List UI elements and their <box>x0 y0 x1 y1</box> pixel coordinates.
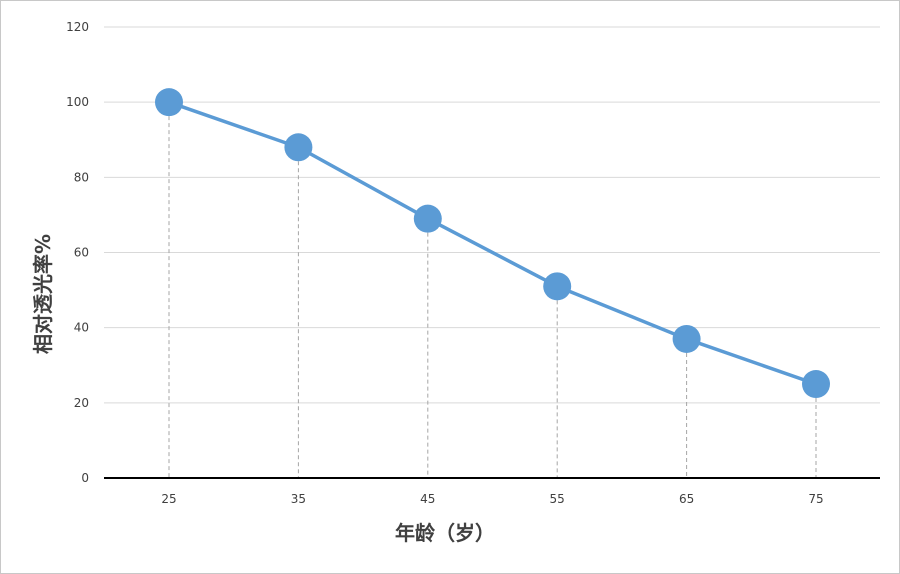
x-axis-title: 年龄（岁） <box>395 521 495 545</box>
y-axis-title: 相对透光率% <box>31 234 55 354</box>
data-point-45 <box>413 204 442 233</box>
data-point-65 <box>672 324 701 353</box>
x-tick-label-75: 75 <box>808 492 823 506</box>
y-tick-label-60: 60 <box>74 246 89 260</box>
y-tick-label-80: 80 <box>74 170 89 184</box>
x-tick-label-25: 25 <box>161 492 176 506</box>
data-point-35 <box>284 133 313 162</box>
y-tick-label-0: 0 <box>81 471 89 485</box>
x-axis-ticks: 25 35 45 55 65 75 <box>161 492 823 506</box>
data-point-25 <box>155 88 183 117</box>
drop-lines <box>168 102 817 478</box>
data-point-55 <box>543 272 572 301</box>
y-tick-label-20: 20 <box>74 396 89 410</box>
gridlines <box>104 26 880 404</box>
x-tick-label-35: 35 <box>291 492 306 506</box>
x-tick-label-65: 65 <box>679 492 694 506</box>
y-axis-ticks: 0 20 40 60 80 100 120 <box>66 20 89 485</box>
x-tick-label-45: 45 <box>420 492 435 506</box>
y-tick-label-120: 120 <box>66 20 89 34</box>
y-tick-label-40: 40 <box>74 321 89 335</box>
data-point-75 <box>802 370 830 399</box>
series-line <box>168 100 817 386</box>
y-tick-label-100: 100 <box>66 95 89 109</box>
x-tick-label-55: 55 <box>550 492 565 506</box>
series-group <box>155 88 830 399</box>
